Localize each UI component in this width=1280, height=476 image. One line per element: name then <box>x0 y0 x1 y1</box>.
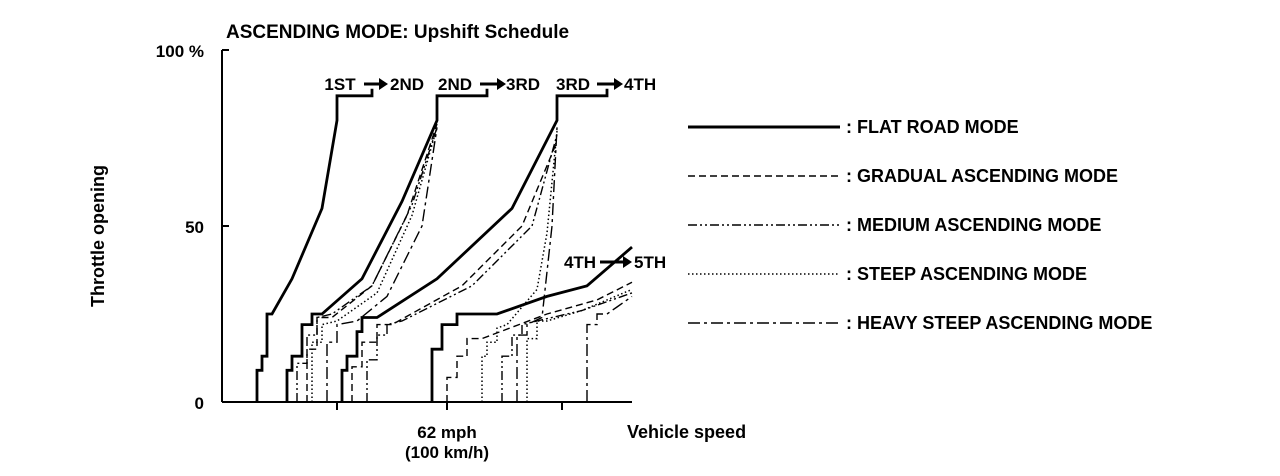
shift-from-3: 4TH <box>564 253 596 272</box>
series-dotted-2-3 <box>311 127 438 402</box>
series-solid-2-3 <box>285 88 489 402</box>
legend: : FLAT ROAD MODE : GRADUAL ASCENDING MODE… <box>688 117 1152 333</box>
shift-from-1: 2ND <box>438 75 472 94</box>
shift-from-2: 3RD <box>556 75 590 94</box>
shift-arrow-head-2 <box>614 78 623 90</box>
chart-title: ASCENDING MODE: Upshift Schedule <box>226 22 569 43</box>
shift-arrow-head-3 <box>623 256 632 268</box>
axes <box>221 50 632 403</box>
shift-from-0: 1ST <box>324 75 356 94</box>
series-dash-dot-dot-4-5 <box>501 292 633 402</box>
series-dashed-2-3 <box>306 123 438 402</box>
x-tick-label-0: 62 mph <box>417 423 477 442</box>
shift-arrow-head-0 <box>379 78 388 90</box>
series-dash-dot-2-3 <box>326 127 438 402</box>
series-dash-dot-dot-3-4 <box>366 134 558 402</box>
series-dashed-3-4 <box>351 141 558 402</box>
shift-arrow-head-1 <box>497 78 506 90</box>
legend-label-solid: : FLAT ROAD MODE <box>846 117 1019 137</box>
y-tick-label-1: 50 <box>185 218 204 237</box>
legend-label-dashed: : GRADUAL ASCENDING MODE <box>846 166 1118 186</box>
shift-to-2: 4TH <box>624 75 656 94</box>
x-axis-label: Vehicle speed <box>627 422 746 442</box>
axis-ticks: 100 % 50 0 62 mph(100 km/h) <box>156 42 563 462</box>
series-dash-dot-3-4 <box>516 127 558 402</box>
legend-label-dash-dot: : HEAVY STEEP ASCENDING MODE <box>846 313 1152 333</box>
y-tick-label-0: 100 % <box>156 42 204 61</box>
series-dash-dot-4-5 <box>586 295 633 402</box>
series-layer <box>255 88 633 402</box>
legend-label-dash-dot-dot: : MEDIUM ASCENDING MODE <box>846 215 1101 235</box>
series-dashed-4-5 <box>446 281 633 402</box>
series-solid-3-4 <box>340 88 609 402</box>
legend-label-dotted: : STEEP ASCENDING MODE <box>846 264 1087 284</box>
series-solid-1-2 <box>255 88 374 402</box>
x-tick-sublabel-0: (100 km/h) <box>405 443 489 462</box>
shift-to-3: 5TH <box>634 253 666 272</box>
series-dotted-3-4 <box>481 130 558 402</box>
shift-to-1: 3RD <box>506 75 540 94</box>
series-dash-dot-dot-2-3 <box>296 127 438 402</box>
series-solid-4-5 <box>430 246 633 402</box>
shift-labels: 1ST 2ND 2ND 3RD 3RD 4TH 4TH 5TH <box>324 75 666 272</box>
y-tick-label-2: 0 <box>195 394 204 413</box>
y-axis-label: Throttle opening <box>88 165 108 307</box>
shift-to-0: 2ND <box>390 75 424 94</box>
